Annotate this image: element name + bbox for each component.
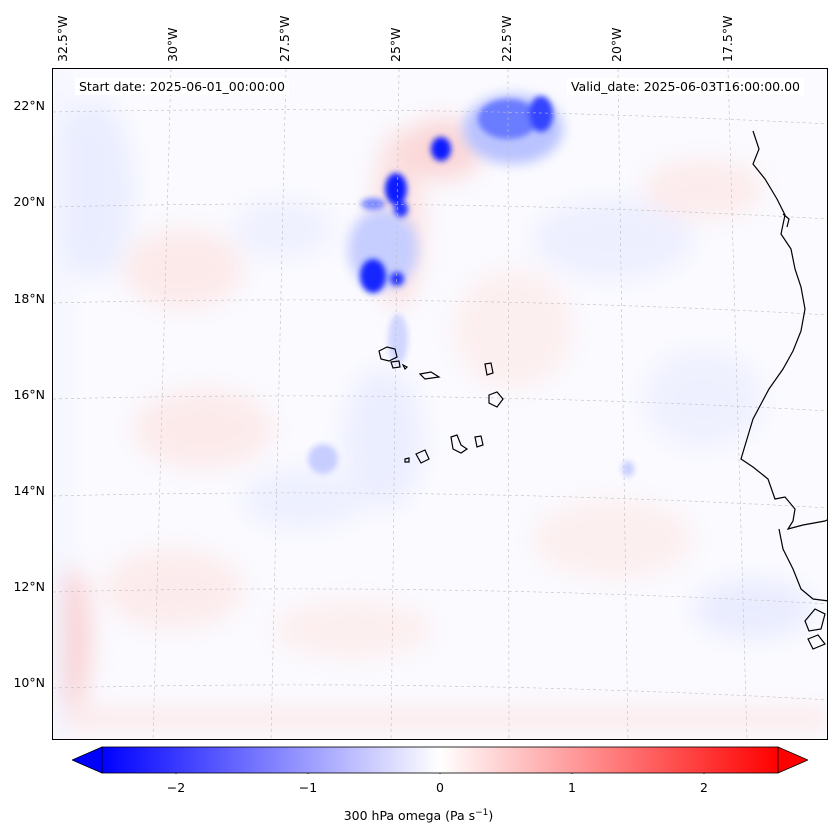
- lon-label-22-5w: 22.5°W: [499, 15, 514, 62]
- colorbar-tick-neg1: −1: [298, 780, 318, 795]
- lon-label-17-5w: 17.5°W: [720, 15, 735, 62]
- colorbar-min-extension: [72, 746, 103, 774]
- map-panel: [52, 68, 828, 740]
- colorbar-gradient: [101, 746, 779, 774]
- africa-coastline: [740, 130, 827, 530]
- colorbar-label-text: 300 hPa omega (Pa s: [343, 808, 476, 824]
- lat-label-14n: 14°N: [13, 483, 45, 498]
- start-date-label: Start date: 2025-06-01_00:00:00: [75, 78, 289, 95]
- lon-label-25w: 25°W: [388, 27, 403, 62]
- graticule: [53, 69, 827, 739]
- colorbar-tick-neg2: −2: [166, 780, 186, 795]
- lat-label-22n: 22°N: [13, 98, 45, 113]
- colorbar-label-exponent: −1: [475, 808, 489, 818]
- weak-omega-texture: [53, 69, 827, 739]
- lat-label-12n: 12°N: [13, 579, 45, 594]
- lat-label-20n: 20°N: [13, 194, 45, 209]
- colorbar: [72, 746, 808, 774]
- lat-label-10n: 10°N: [13, 675, 45, 690]
- omega-field-map: [53, 69, 827, 739]
- coastlines: [378, 130, 827, 650]
- colorbar-label-close: ): [488, 808, 494, 824]
- colorbar-label: 300 hPa omega (Pa s−1): [0, 808, 837, 823]
- lon-label-30w: 30°W: [165, 27, 180, 62]
- lon-label-27-5w: 27.5°W: [277, 15, 292, 62]
- colorbar-tick-0: 0: [436, 780, 444, 795]
- lon-label-32-5w: 32.5°W: [55, 15, 70, 62]
- valid-date-label: Valid_date: 2025-06-03T16:00:00.00: [566, 78, 804, 95]
- lat-label-16n: 16°N: [13, 387, 45, 402]
- colorbar-tick-1: 1: [568, 780, 576, 795]
- lat-label-18n: 18°N: [13, 291, 45, 306]
- colorbar-tick-2: 2: [700, 780, 708, 795]
- lon-label-20w: 20°W: [609, 27, 624, 62]
- colorbar-max-extension: [777, 746, 808, 774]
- cape-verde-islands: [378, 346, 504, 464]
